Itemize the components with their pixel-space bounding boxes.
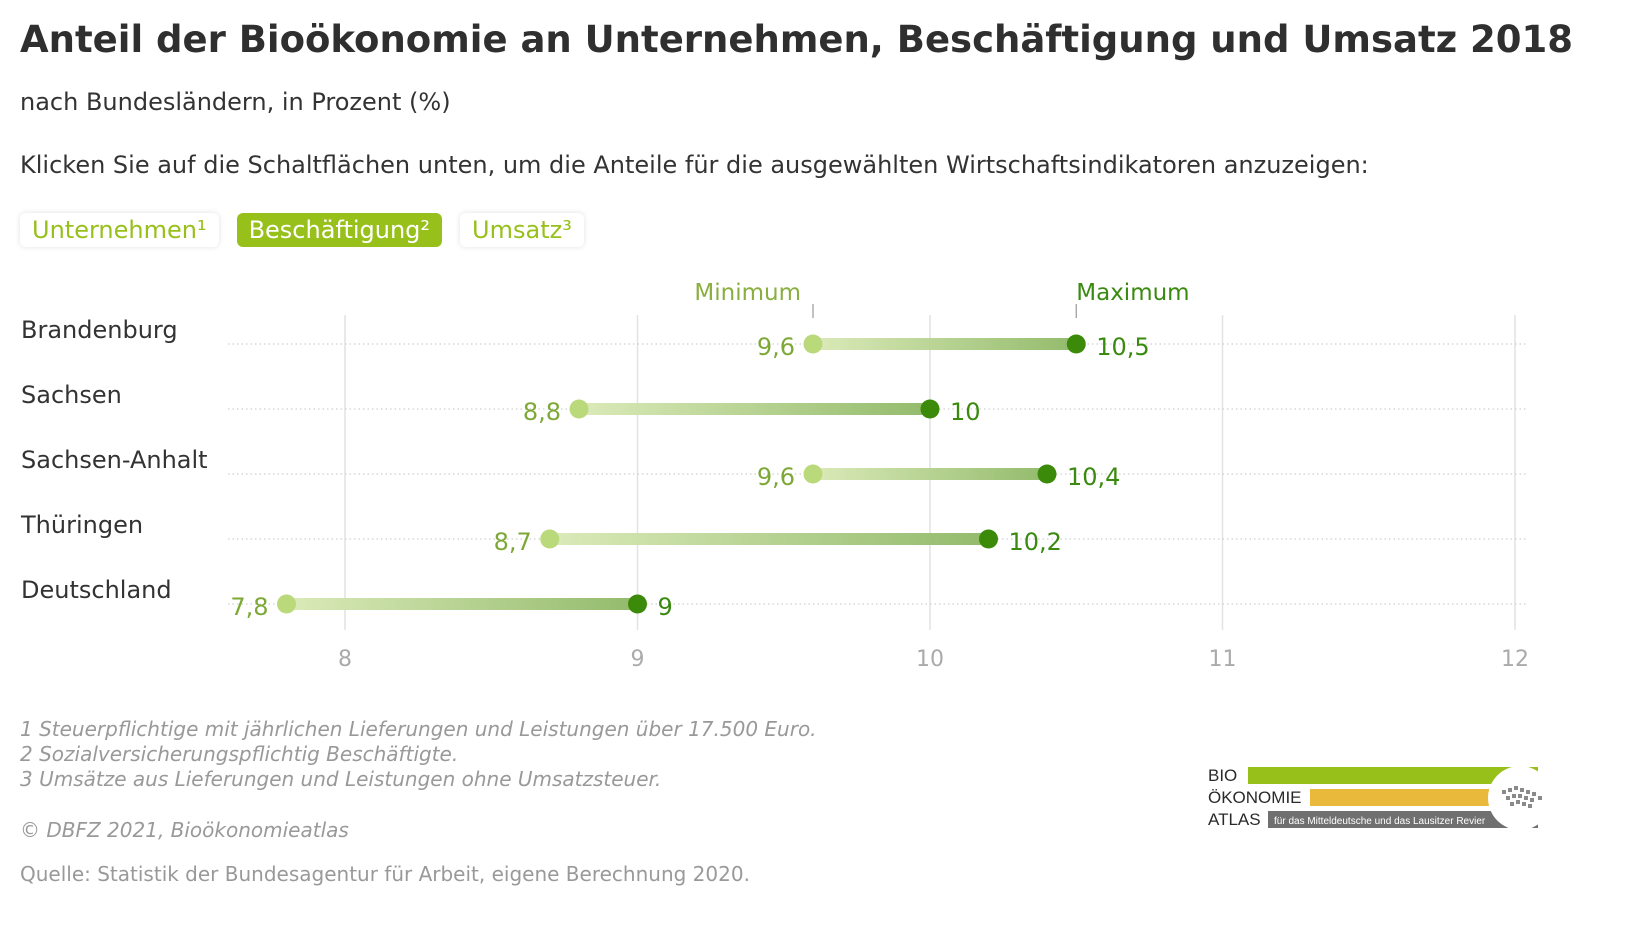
bioeconomy-atlas-logo: für das Mitteldeutsche und das Lausitzer…: [1208, 762, 1558, 834]
min-value-label: 7,8: [230, 593, 268, 621]
min-dot: [803, 334, 823, 354]
max-value-label: 10: [950, 398, 981, 426]
x-tick-label: 11: [1209, 647, 1237, 672]
range-bar: [813, 468, 1047, 480]
range-bar: [813, 338, 1077, 350]
logo-map-icon: [1502, 786, 1542, 808]
umsatz-button[interactable]: Umsatz³: [460, 213, 584, 247]
min-dot: [277, 594, 296, 614]
footnote-2: 2 Sozialversicherungspflichtig Beschäfti…: [20, 742, 459, 766]
logo-bar-grey: [1268, 811, 1538, 828]
beschaeftigung-button[interactable]: Beschäftigung²: [236, 213, 443, 247]
max-value-label: 10,4: [1067, 463, 1120, 491]
copyright-text: © DBFZ 2021, Bioökonomieatlas: [20, 818, 349, 842]
x-tick-label: 10: [916, 647, 944, 672]
indicator-button-group: Unternehmen¹ Beschäftigung² Umsatz³: [20, 213, 602, 247]
legend-maximum: Maximum: [1076, 280, 1189, 306]
range-bar: [579, 403, 930, 415]
max-dot: [628, 594, 647, 614]
min-dot: [540, 529, 560, 549]
legend-minimum: Minimum: [694, 280, 801, 306]
category-label: Brandenburg: [21, 316, 178, 344]
category-label: Sachsen: [21, 381, 122, 409]
min-value-label: 9,6: [757, 333, 795, 361]
range-bar: [549, 533, 989, 545]
x-tick-label: 9: [631, 647, 645, 672]
logo-map-circle: [1488, 766, 1552, 830]
max-value-label: 10,2: [1009, 528, 1062, 556]
x-tick-label: 12: [1501, 647, 1529, 672]
category-label: Deutschland: [21, 576, 172, 604]
logo-word-atlas: ATLAS: [1208, 810, 1261, 829]
logo-tagline: für das Mitteldeutsche und das Lausitzer…: [1274, 816, 1486, 827]
max-dot: [920, 399, 940, 419]
min-value-label: 9,6: [757, 463, 795, 491]
chart-subtitle: nach Bundesländern, in Prozent (%): [20, 88, 451, 116]
logo-bar-green: [1248, 767, 1538, 784]
chart-title: Anteil der Bioökonomie an Unternehmen, B…: [20, 18, 1574, 61]
min-dot: [569, 399, 589, 419]
x-tick-label: 8: [338, 647, 352, 672]
logo-bar-yellow: [1310, 789, 1538, 806]
max-dot: [1037, 464, 1057, 484]
min-value-label: 8,8: [523, 398, 561, 426]
category-label: Thüringen: [20, 511, 143, 539]
min-dot: [803, 464, 823, 484]
max-value-label: 9: [658, 593, 673, 621]
category-label: Sachsen-Anhalt: [21, 446, 208, 474]
footnote-3: 3 Umsätze aus Lieferungen und Leistungen…: [20, 767, 662, 791]
dumbbell-chart: 8 9 10 11 12 Brandenburg 9,6 10,5 Sachsen 8,8 10 Sa…: [20, 280, 1529, 672]
source-text: Quelle: Statistik der Bundesagentur für …: [20, 862, 750, 886]
logo-word-bio: BIO: [1208, 766, 1238, 785]
max-value-label: 10,5: [1096, 333, 1149, 361]
instruction-text: Klicken Sie auf die Schaltflächen unten,…: [20, 151, 1369, 179]
min-value-label: 8,7: [494, 528, 532, 556]
range-bar: [286, 598, 638, 610]
max-dot: [979, 529, 998, 549]
unternehmen-button[interactable]: Unternehmen¹: [20, 213, 219, 247]
logo-word-oekonomie: ÖKONOMIE: [1208, 788, 1302, 807]
footnote-1: 1 Steuerpflichtige mit jährlichen Liefer…: [20, 717, 817, 741]
max-dot: [1066, 334, 1086, 354]
